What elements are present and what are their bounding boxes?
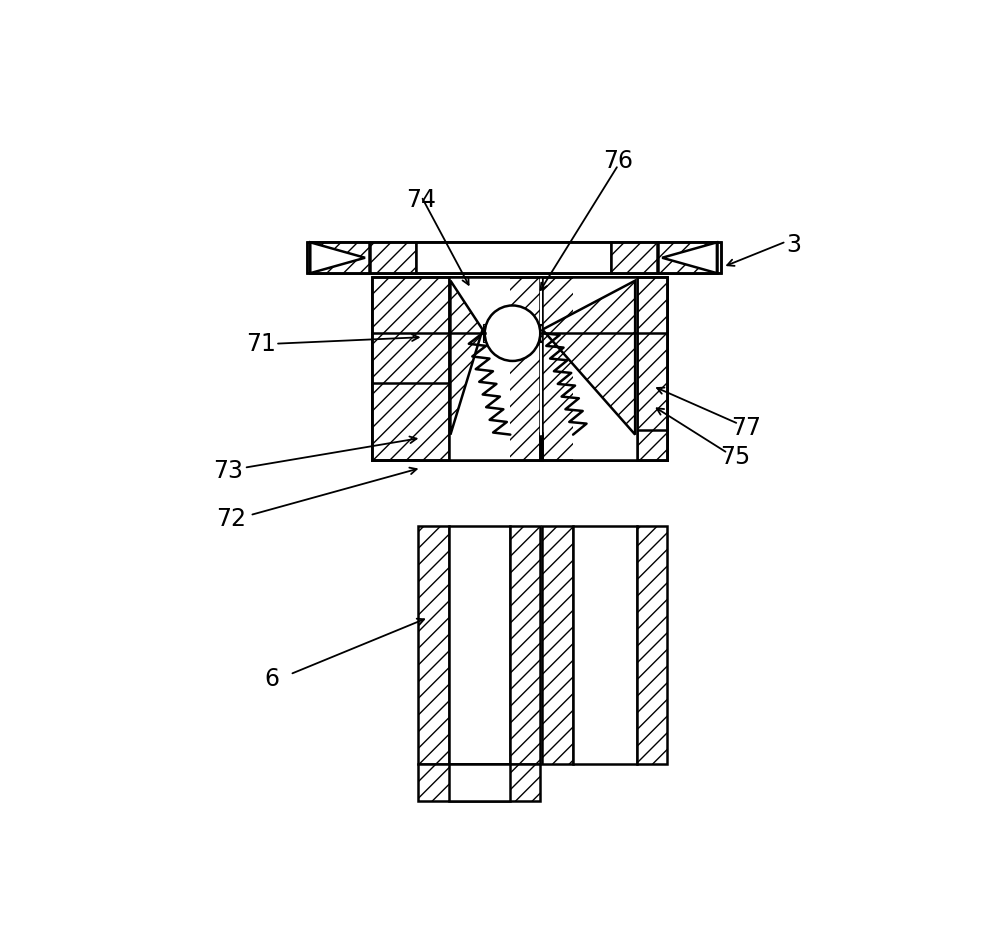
Bar bbox=[418, 526, 449, 764]
Text: 73: 73 bbox=[213, 460, 243, 483]
Bar bbox=[370, 243, 416, 273]
Text: 72: 72 bbox=[216, 507, 246, 531]
Text: 71: 71 bbox=[246, 332, 276, 356]
Text: 76: 76 bbox=[603, 149, 633, 173]
Polygon shape bbox=[662, 243, 717, 273]
Circle shape bbox=[485, 305, 540, 361]
Bar bbox=[372, 277, 667, 461]
Polygon shape bbox=[542, 281, 635, 434]
Bar bbox=[611, 243, 657, 273]
Text: 3: 3 bbox=[786, 233, 801, 257]
Bar bbox=[449, 277, 510, 461]
Bar bbox=[637, 526, 667, 764]
Bar bbox=[540, 277, 542, 438]
Bar bbox=[637, 277, 667, 461]
Bar bbox=[418, 277, 540, 461]
Bar bbox=[372, 277, 449, 461]
Bar bbox=[307, 243, 721, 273]
Bar bbox=[510, 526, 540, 764]
Bar bbox=[540, 324, 542, 342]
Polygon shape bbox=[310, 243, 365, 273]
Bar bbox=[416, 243, 611, 273]
Bar bbox=[540, 433, 542, 461]
Text: 6: 6 bbox=[264, 667, 279, 691]
Polygon shape bbox=[450, 281, 483, 434]
Bar bbox=[542, 526, 573, 764]
Bar bbox=[573, 277, 637, 461]
Bar bbox=[483, 324, 541, 342]
Bar bbox=[542, 277, 667, 461]
Bar bbox=[418, 764, 540, 801]
Bar bbox=[449, 526, 510, 764]
Bar bbox=[658, 243, 717, 273]
Bar bbox=[573, 526, 637, 764]
Bar bbox=[637, 429, 667, 461]
Text: 77: 77 bbox=[731, 415, 761, 440]
Bar bbox=[307, 243, 721, 273]
Text: 75: 75 bbox=[720, 445, 750, 469]
Text: 74: 74 bbox=[406, 188, 436, 212]
Bar bbox=[449, 764, 510, 801]
Bar bbox=[372, 277, 667, 461]
Bar bbox=[310, 243, 369, 273]
Bar bbox=[372, 383, 449, 461]
Bar bbox=[449, 764, 510, 801]
